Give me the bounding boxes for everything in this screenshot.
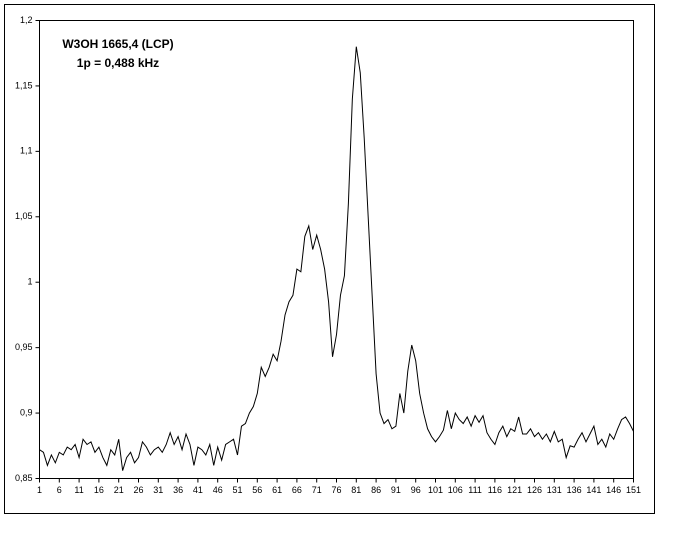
x-tick-label: 71: [312, 485, 322, 495]
x-tick-label: 106: [448, 485, 463, 495]
x-tick-label: 81: [351, 485, 361, 495]
x-tick-label: 111: [468, 485, 482, 495]
y-tick-label: 1,15: [15, 80, 33, 90]
plot-area: [39, 20, 634, 479]
y-tick-label: 1,05: [15, 211, 33, 221]
x-tick-label: 31: [153, 485, 163, 495]
y-tick-label: 1,1: [20, 146, 33, 156]
x-tick-label: 146: [606, 485, 621, 495]
x-tick-label: 61: [272, 485, 282, 495]
x-tick-label: 101: [428, 485, 443, 495]
y-tick-label: 0,95: [15, 342, 33, 352]
x-tick-label: 96: [411, 485, 421, 495]
x-tick-label: 1: [37, 485, 42, 495]
x-tick-label: 91: [391, 485, 401, 495]
x-tick-label: 116: [488, 485, 502, 495]
x-tick-label: 51: [232, 485, 242, 495]
y-tick-label: 1: [27, 277, 32, 287]
annotation: W3OH 1665,4 (LCP): [62, 37, 173, 51]
x-tick-label: 131: [547, 485, 562, 495]
x-tick-label: 141: [586, 485, 601, 495]
x-tick-label: 21: [114, 485, 124, 495]
x-tick-label: 121: [507, 485, 522, 495]
x-tick-label: 46: [213, 485, 223, 495]
y-tick-label: 1,2: [20, 15, 33, 25]
annotation: 1p = 0,488 kHz: [77, 56, 159, 70]
x-tick-label: 151: [626, 485, 641, 495]
x-tick-label: 6: [57, 485, 62, 495]
x-tick-label: 41: [193, 485, 203, 495]
x-tick-label: 36: [173, 485, 183, 495]
x-tick-label: 136: [567, 485, 582, 495]
y-tick-label: 0,85: [15, 473, 33, 483]
x-tick-label: 86: [371, 485, 381, 495]
data-line: [39, 46, 634, 471]
x-tick-label: 56: [252, 485, 262, 495]
x-tick-label: 76: [331, 485, 341, 495]
x-tick-label: 126: [527, 485, 542, 495]
x-tick-label: 66: [292, 485, 302, 495]
y-tick-label: 0,9: [20, 407, 33, 417]
x-tick-label: 16: [94, 485, 104, 495]
x-tick-label: 26: [133, 485, 143, 495]
x-tick-label: 11: [74, 485, 83, 495]
